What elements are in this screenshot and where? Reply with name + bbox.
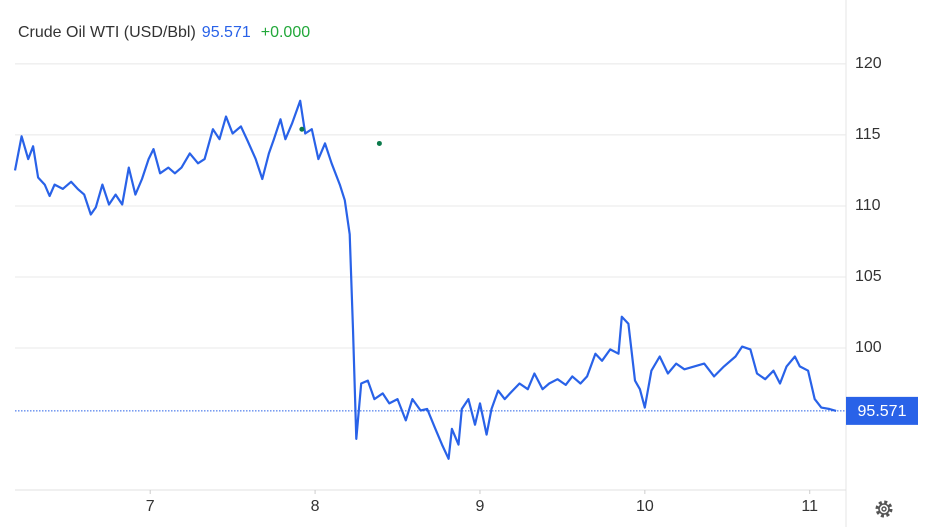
title-row: Crude Oil WTI (USD/Bbl) 95.571 +0.000 (18, 24, 310, 41)
y-tick-label: 110 (855, 197, 881, 214)
x-tick-label: 8 (311, 498, 320, 515)
y-tick-label: 115 (855, 126, 881, 143)
price-label: 95.571 (858, 403, 907, 420)
y-tick-label: 120 (855, 55, 882, 72)
y-tick-label: 100 (855, 339, 882, 356)
price-line (13, 99, 837, 460)
settings-icon[interactable] (875, 500, 893, 518)
change: +0.000 (261, 24, 310, 41)
x-tick-label: 7 (146, 498, 155, 515)
x-tick-label: 10 (636, 498, 654, 515)
x-tick-label: 11 (801, 498, 818, 515)
chart-title: Crude Oil WTI (USD/Bbl) (18, 24, 196, 41)
event-marker (299, 126, 305, 132)
price-label-box (846, 396, 918, 425)
event-marker (376, 140, 382, 146)
price: 95.571 (202, 24, 251, 41)
y-tick-label: 105 (855, 268, 882, 285)
x-tick-label: 9 (476, 498, 485, 515)
